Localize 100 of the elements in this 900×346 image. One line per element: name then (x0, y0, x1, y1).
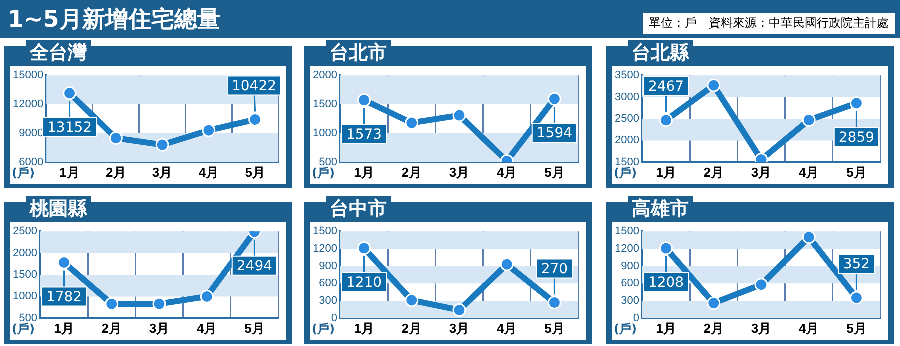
x-tick-label: 3月 (449, 320, 470, 336)
chart-title: 台北縣 (628, 40, 693, 66)
chart-title: 高雄市 (628, 196, 693, 222)
data-label: 13152 (48, 120, 92, 136)
point (105, 297, 119, 311)
x-tick-label: 5月 (846, 320, 867, 336)
y-tick-label: 2500 (614, 113, 640, 126)
y-tick-label: 9000 (19, 128, 44, 140)
x-tick-label: 1月 (54, 320, 74, 336)
point (850, 291, 864, 305)
point (405, 116, 419, 130)
x-tick-label: 2月 (704, 164, 724, 180)
x-tick-label: 3月 (152, 164, 173, 180)
y-tick-label: 1000 (312, 128, 338, 140)
x-tick-label: 4月 (198, 164, 220, 180)
data-label: 10422 (232, 78, 277, 94)
text: 單位：戶 資料來源：中華民國行政院主計處 (642, 12, 896, 35)
y-tick-label: 600 (319, 278, 338, 290)
y-tick-label: 15000 (12, 70, 44, 82)
y-axis-title: (戶) (614, 322, 637, 338)
x-tick-label: 5月 (544, 320, 565, 336)
x-tick-label: 3月 (449, 164, 470, 180)
y-axis-title: (戶) (12, 322, 35, 338)
point (109, 132, 123, 146)
y-tick-label: 12000 (12, 98, 44, 111)
x-tick-label: 4月 (798, 164, 820, 180)
y-tick-label: 300 (319, 295, 338, 308)
x-tick-label: 1月 (60, 164, 80, 180)
x-tick-label: 4月 (196, 320, 218, 336)
point (802, 114, 816, 128)
y-tick-label: 900 (319, 260, 338, 272)
y-axis-title: (戶) (614, 166, 637, 182)
point (754, 278, 768, 292)
point (452, 108, 466, 122)
x-tick-label: 2月 (402, 164, 422, 180)
y-axis-title: (戶) (312, 322, 335, 338)
y-tick-label: 1000 (12, 290, 38, 303)
y-axis-title: (戶) (12, 166, 35, 182)
y-tick-label: 300 (621, 295, 640, 308)
x-tick-label: 1月 (656, 164, 676, 180)
x-tick-label: 2月 (704, 320, 724, 336)
y-tick-label: 900 (621, 260, 640, 272)
data-label: 1210 (346, 275, 382, 292)
y-tick-label: 1200 (614, 242, 640, 255)
point (63, 86, 77, 100)
x-tick-label: 2月 (106, 164, 126, 180)
x-tick-label: 2月 (102, 320, 122, 336)
data-label: 2859 (838, 130, 875, 146)
x-tick-label: 1月 (656, 320, 676, 336)
point (156, 138, 170, 152)
data-label: 2494 (236, 258, 273, 274)
point (707, 78, 721, 92)
chart-title: 台中市 (326, 196, 391, 222)
y-axis-title: (戶) (312, 166, 335, 182)
data-label: 1782 (46, 289, 82, 306)
point (248, 113, 262, 127)
y-tick-label: 1500 (312, 226, 338, 238)
data-label: 352 (843, 256, 870, 273)
data-label: 270 (541, 261, 568, 278)
y-tick-label: 1200 (312, 242, 338, 255)
x-tick-label: 3月 (149, 320, 170, 336)
text: 1~5月新增住宅總量 (8, 6, 220, 35)
point (850, 96, 864, 110)
data-label: 1208 (648, 275, 684, 292)
point (660, 242, 674, 256)
point (152, 297, 166, 311)
y-tick-label: 600 (621, 278, 640, 290)
point (500, 258, 514, 272)
point (802, 232, 816, 244)
y-tick-label: 0 (331, 312, 338, 324)
x-tick-label: 5月 (244, 320, 265, 336)
y-tick-label: 1500 (312, 98, 338, 111)
point (660, 114, 674, 128)
y-tick-label: 0 (633, 312, 640, 324)
data-label: 1573 (346, 126, 382, 143)
x-tick-label: 5月 (245, 164, 266, 180)
y-tick-label: 2000 (12, 247, 38, 260)
x-tick-label: 4月 (798, 320, 820, 336)
x-tick-label: 3月 (751, 164, 772, 180)
y-tick-label: 3500 (614, 70, 640, 82)
x-tick-label: 2月 (402, 320, 422, 336)
y-tick-label: 2000 (614, 134, 640, 147)
x-tick-label: 5月 (846, 164, 867, 180)
chart-title: 桃園縣 (26, 196, 91, 222)
data-label: 1594 (536, 126, 573, 142)
y-tick-label: 2000 (312, 70, 338, 82)
y-tick-label: 1500 (12, 269, 38, 282)
y-tick-label: 3000 (614, 91, 640, 104)
x-tick-label: 1月 (354, 164, 374, 180)
x-tick-label: 3月 (751, 320, 772, 336)
point (200, 290, 214, 304)
y-tick-label: 2500 (12, 226, 38, 238)
data-label: 2467 (648, 79, 684, 96)
x-tick-label: 1月 (354, 320, 374, 336)
y-tick-label: 1500 (614, 226, 640, 238)
chart-title: 台北市 (326, 40, 391, 66)
x-tick-label: 4月 (496, 320, 518, 336)
point (202, 124, 216, 138)
point (707, 296, 721, 310)
x-tick-label: 4月 (496, 164, 518, 180)
